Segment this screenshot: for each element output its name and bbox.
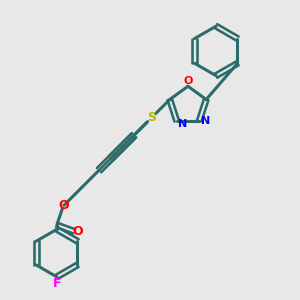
Text: N: N — [201, 116, 210, 126]
Text: S: S — [147, 111, 156, 124]
Text: O: O — [59, 199, 69, 212]
Text: N: N — [178, 118, 187, 129]
Text: O: O — [184, 76, 193, 86]
Text: O: O — [73, 225, 83, 238]
Text: F: F — [52, 277, 61, 290]
